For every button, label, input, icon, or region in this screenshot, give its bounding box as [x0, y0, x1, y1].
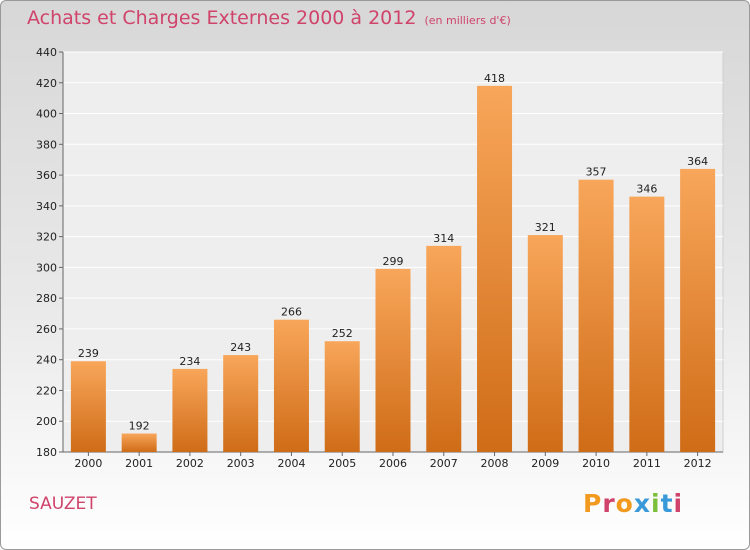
data-label: 299 — [383, 255, 404, 268]
chart-subtitle: (en milliers d'€) — [424, 14, 511, 27]
y-tick-label: 420 — [36, 77, 57, 90]
x-tick-label: 2007 — [430, 457, 458, 470]
bar — [70, 361, 106, 452]
proxiti-logo: Proxiti — [583, 489, 683, 518]
data-label: 321 — [535, 221, 556, 234]
y-tick-label: 360 — [36, 169, 57, 182]
data-label: 239 — [78, 347, 99, 360]
x-tick-label: 2000 — [74, 457, 102, 470]
x-tick-label: 2005 — [328, 457, 356, 470]
x-tick-label: 2002 — [176, 457, 204, 470]
y-tick-label: 260 — [36, 323, 57, 336]
data-label: 418 — [484, 72, 505, 85]
y-tick-label: 180 — [36, 446, 57, 459]
logo-letter: i — [651, 489, 661, 518]
x-tick-label: 2011 — [633, 457, 661, 470]
x-tick-label: 2003 — [227, 457, 255, 470]
y-tick-label: 220 — [36, 384, 57, 397]
location-label: SAUZET — [29, 494, 97, 514]
x-tick-label: 2006 — [379, 457, 407, 470]
y-tick-label: 340 — [36, 200, 57, 213]
bar — [426, 245, 462, 452]
bar — [172, 368, 208, 452]
y-tick-label: 300 — [36, 261, 57, 274]
x-tick-label: 2012 — [684, 457, 712, 470]
y-tick-label: 400 — [36, 108, 57, 121]
data-label: 314 — [433, 232, 454, 245]
y-tick-label: 380 — [36, 138, 57, 151]
logo-letter: r — [602, 489, 616, 518]
bar — [121, 433, 157, 452]
data-label: 243 — [230, 341, 251, 354]
bar — [527, 235, 563, 452]
y-tick-label: 200 — [36, 415, 57, 428]
data-label: 266 — [281, 306, 302, 319]
logo-letter: P — [583, 489, 603, 518]
x-tick-label: 2008 — [481, 457, 509, 470]
data-label: 192 — [129, 420, 150, 433]
data-label: 357 — [586, 166, 607, 179]
bar — [578, 179, 614, 452]
data-label: 252 — [332, 327, 353, 340]
logo-letter: x — [633, 489, 651, 518]
bar — [223, 355, 259, 452]
data-label: 234 — [179, 355, 200, 368]
y-tick-label: 240 — [36, 354, 57, 367]
chart-title: Achats et Charges Externes 2000 à 2012 (e… — [27, 7, 511, 29]
logo-letter: t — [660, 489, 674, 518]
bar — [273, 319, 309, 452]
y-tick-label: 320 — [36, 231, 57, 244]
x-tick-label: 2001 — [125, 457, 153, 470]
bar — [324, 341, 360, 452]
logo-letter: i — [673, 489, 684, 518]
bar — [629, 196, 665, 452]
data-label: 346 — [636, 183, 657, 196]
logo-letter: o — [615, 489, 634, 518]
data-label: 364 — [687, 155, 708, 168]
x-tick-label: 2004 — [277, 457, 305, 470]
bar — [477, 85, 513, 452]
bar — [680, 168, 716, 452]
bar — [375, 268, 411, 452]
y-tick-label: 440 — [36, 46, 57, 59]
title-text: Achats et Charges Externes 2000 à 2012 — [27, 7, 417, 29]
x-tick-label: 2010 — [582, 457, 610, 470]
y-tick-label: 280 — [36, 292, 57, 305]
x-tick-label: 2009 — [531, 457, 559, 470]
